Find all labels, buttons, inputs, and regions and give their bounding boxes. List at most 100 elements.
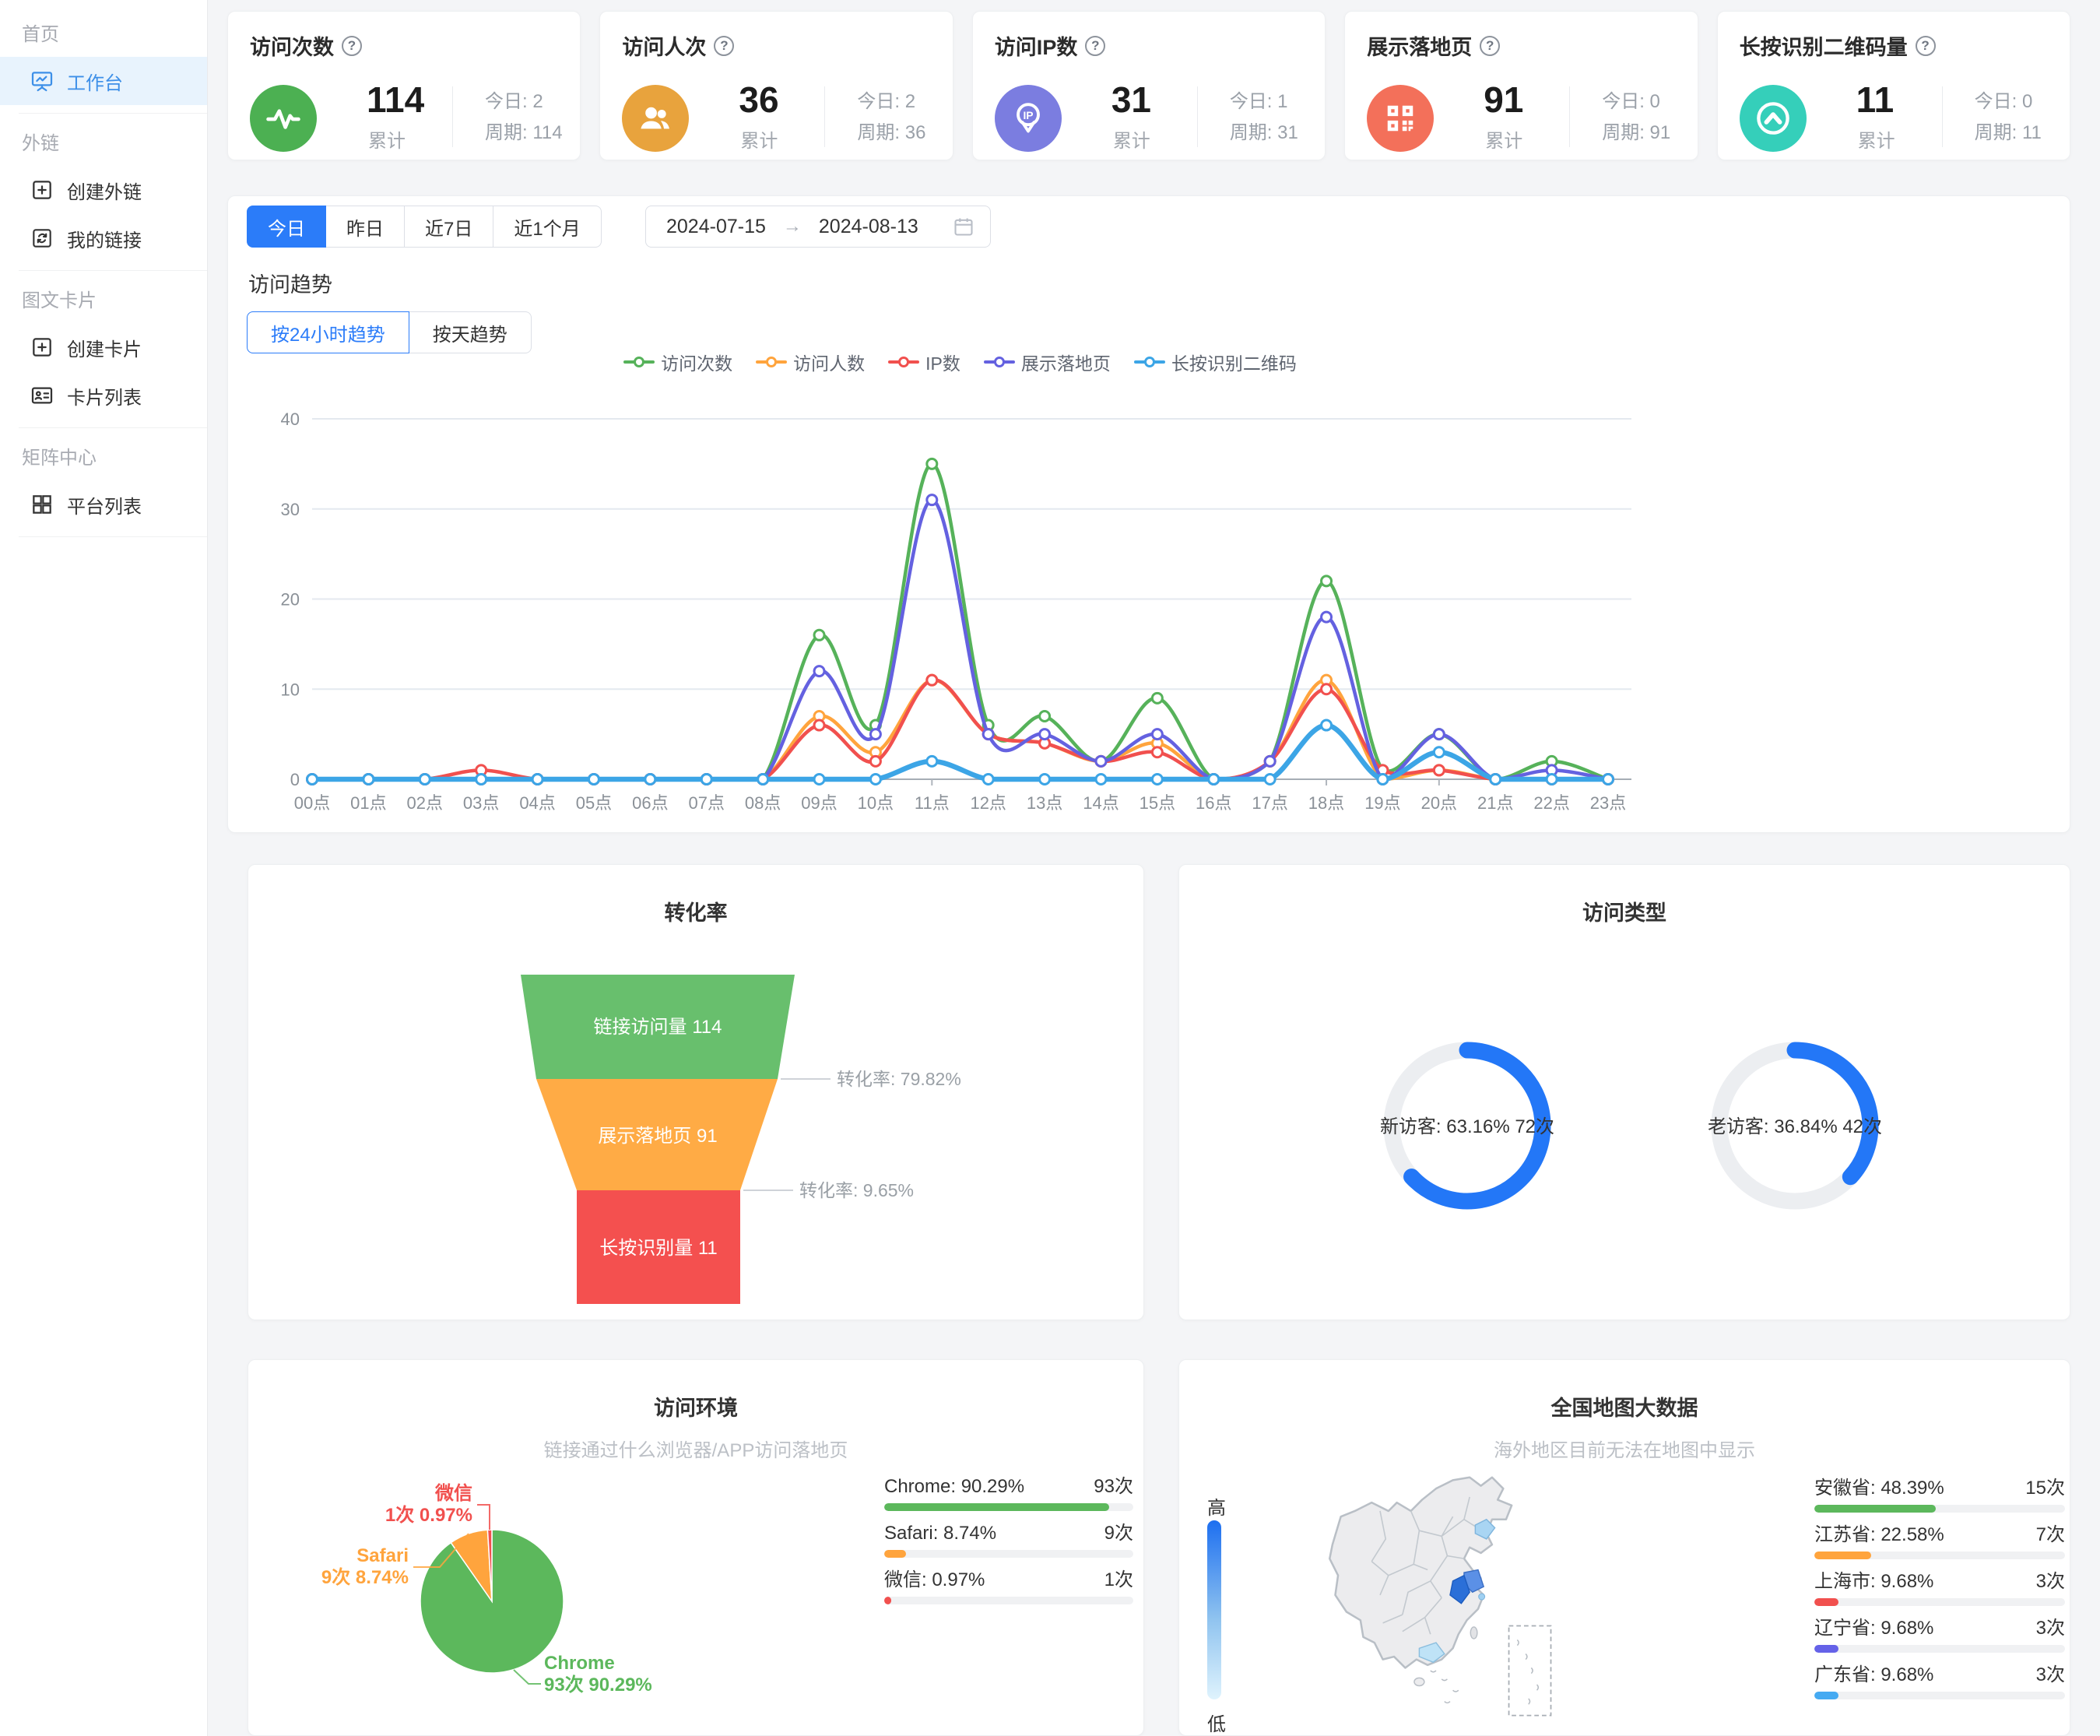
env-list-row: 微信: 0.97% 1次 — [884, 1570, 1133, 1604]
legend-item-0[interactable]: 访问次数 — [623, 349, 732, 375]
help-icon[interactable]: ? — [1480, 35, 1501, 56]
svg-text:00点: 00点 — [294, 793, 330, 813]
svg-text:12点: 12点 — [970, 793, 1006, 813]
stat-card-value-label: 累计 — [1857, 131, 1895, 152]
list-row-label: Chrome: 90.29% — [884, 1476, 1025, 1497]
sidebar-item-label: 创建外链 — [67, 181, 142, 203]
stat-card-divider — [824, 86, 826, 147]
calendar-icon[interactable] — [953, 216, 974, 237]
list-row-value: 7次 — [2035, 1524, 2065, 1545]
legend-marker-icon — [888, 357, 920, 367]
help-icon[interactable]: ? — [342, 35, 362, 56]
visit-type-title: 访问类型 — [1582, 901, 1666, 925]
stat-card-today: 今日: 2 — [857, 91, 916, 112]
date-start-input[interactable]: 2024-07-15 — [666, 215, 766, 237]
china-outline — [1329, 1476, 1513, 1669]
pulse-icon — [250, 85, 317, 152]
date-range-segmented-control: 今日 昨日 近7日 近1个月 — [247, 206, 602, 248]
range-button-2[interactable]: 近7日 — [405, 206, 494, 248]
stat-card-today: 今日: 2 — [485, 91, 543, 112]
range-button-1[interactable]: 昨日 — [326, 206, 405, 248]
stat-card-value: 11 — [1856, 79, 1895, 120]
region-taiwan — [1470, 1626, 1478, 1639]
svg-text:11点: 11点 — [915, 793, 950, 813]
help-icon[interactable]: ? — [714, 35, 735, 56]
list-row-bar-fill — [1814, 1598, 1839, 1606]
stat-card-today: 今日: 0 — [1974, 91, 2033, 112]
list-row-value: 3次 — [2035, 1664, 2065, 1685]
list-row-value: 15次 — [2025, 1478, 2065, 1499]
province-borders — [1371, 1496, 1487, 1635]
region-anhui — [1449, 1574, 1470, 1604]
trend-tab-1[interactable]: 按天趋势 — [409, 311, 532, 353]
legend-marker-icon — [1133, 357, 1165, 367]
funnel-stage-1 — [536, 1079, 778, 1190]
date-end-input[interactable]: 2024-08-13 — [818, 215, 918, 237]
list-row-bar-fill — [884, 1597, 891, 1604]
svg-text:03点: 03点 — [463, 793, 499, 813]
range-button-3[interactable]: 近1个月 — [493, 206, 602, 248]
legend-item-1[interactable]: 访问人数 — [756, 349, 865, 375]
conversion-rate-label-0: 转化率: 79.82% — [837, 1069, 961, 1089]
legend-label: 访问人数 — [793, 353, 866, 374]
list-row-bar-track — [884, 1550, 1133, 1558]
stat-card-period: 周期: 11 — [1974, 122, 2042, 143]
svg-text:20点: 20点 — [1421, 793, 1457, 813]
trend-tab-0[interactable]: 按24小时趋势 — [247, 311, 409, 353]
china-map — [1329, 1476, 1552, 1717]
sidebar-item-2-0[interactable]: 创建卡片 — [0, 323, 207, 371]
stat-card-title: 长按识别二维码量 — [1739, 36, 1908, 59]
sidebar-item-0-0[interactable]: 工作台 — [0, 57, 207, 105]
sidebar-item-1-1[interactable]: 我的链接 — [0, 214, 207, 262]
plus-square-icon — [30, 177, 54, 202]
svg-text:02点: 02点 — [407, 793, 443, 813]
list-row-label: 辽宁省: 9.68% — [1814, 1618, 1934, 1639]
svg-text:16点: 16点 — [1196, 793, 1231, 813]
stat-card-value-label: 累计 — [368, 131, 406, 152]
grid-icon — [30, 492, 54, 517]
svg-text:13点: 13点 — [1027, 793, 1062, 813]
sidebar-item-2-1[interactable]: 卡片列表 — [0, 371, 207, 420]
qrcode-icon — [1367, 85, 1435, 152]
help-icon[interactable]: ? — [1915, 35, 1936, 56]
svg-text:40: 40 — [281, 409, 300, 429]
new-visitor-gauge: 新访客: 63.16% 72次 — [1374, 1032, 1561, 1219]
visit-env-panel: 访问环境 链接通过什么浏览器/APP访问落地页 Chrome 93次 90.29%… — [248, 1359, 1144, 1736]
svg-text:06点: 06点 — [632, 793, 668, 813]
legend-item-3[interactable]: 展示落地页 — [983, 349, 1111, 375]
stat-card-title: 访问次数 — [250, 36, 334, 59]
list-row-value: 1次 — [1104, 1569, 1133, 1590]
date-range-picker[interactable]: 2024-07-15 → 2024-08-13 — [645, 206, 991, 248]
stat-card-divider — [452, 86, 453, 147]
heat-legend-low-label: 低 — [1207, 1714, 1226, 1735]
trend-series-展示落地页 — [312, 497, 1609, 782]
sidebar-item-label: 我的链接 — [67, 230, 142, 251]
range-button-0[interactable]: 今日 — [247, 206, 326, 248]
legend-item-4[interactable]: 长按识别二维码 — [1133, 349, 1297, 375]
sidebar-item-label: 卡片列表 — [67, 387, 142, 409]
legend-item-2[interactable]: IP数 — [888, 349, 960, 375]
sidebar-item-3-0[interactable]: 平台列表 — [0, 480, 207, 529]
stat-card-today: 今日: 1 — [1229, 91, 1288, 112]
svg-text:17点: 17点 — [1252, 793, 1287, 813]
plus-square-icon — [30, 335, 54, 360]
svg-text:04点: 04点 — [519, 793, 555, 813]
stat-card-4: 长按识别二维码量? 11 累计 今日: 0 周期: 11 — [1716, 11, 2071, 160]
stat-card-value-label: 累计 — [740, 131, 778, 152]
region-stat-list: 安徽省: 48.39% 15次 江苏省: 22.58% 7次 上海市: 9.68% 3次辽… — [1814, 1478, 2065, 1712]
sidebar-item-1-0[interactable]: 创建外链 — [0, 166, 207, 214]
stat-card-period: 周期: 91 — [1602, 122, 1671, 143]
svg-text:05点: 05点 — [576, 793, 612, 813]
map-list-row: 广东省: 9.68% 3次 — [1814, 1665, 2065, 1699]
svg-text:30: 30 — [281, 500, 300, 519]
sidebar-item-label: 平台列表 — [67, 496, 142, 518]
svg-text:01点: 01点 — [350, 793, 386, 813]
region-shanghai — [1478, 1593, 1486, 1601]
conversion-rate-label-1: 转化率: 9.65% — [799, 1180, 914, 1200]
map-list-row: 江苏省: 22.58% 7次 — [1814, 1525, 2065, 1559]
sidebar-divider — [19, 427, 207, 428]
help-icon[interactable]: ? — [1085, 35, 1106, 56]
pie-callout-微信: 微信 1次 0.97% — [385, 1483, 472, 1526]
legend-label: 访问次数 — [661, 353, 733, 374]
